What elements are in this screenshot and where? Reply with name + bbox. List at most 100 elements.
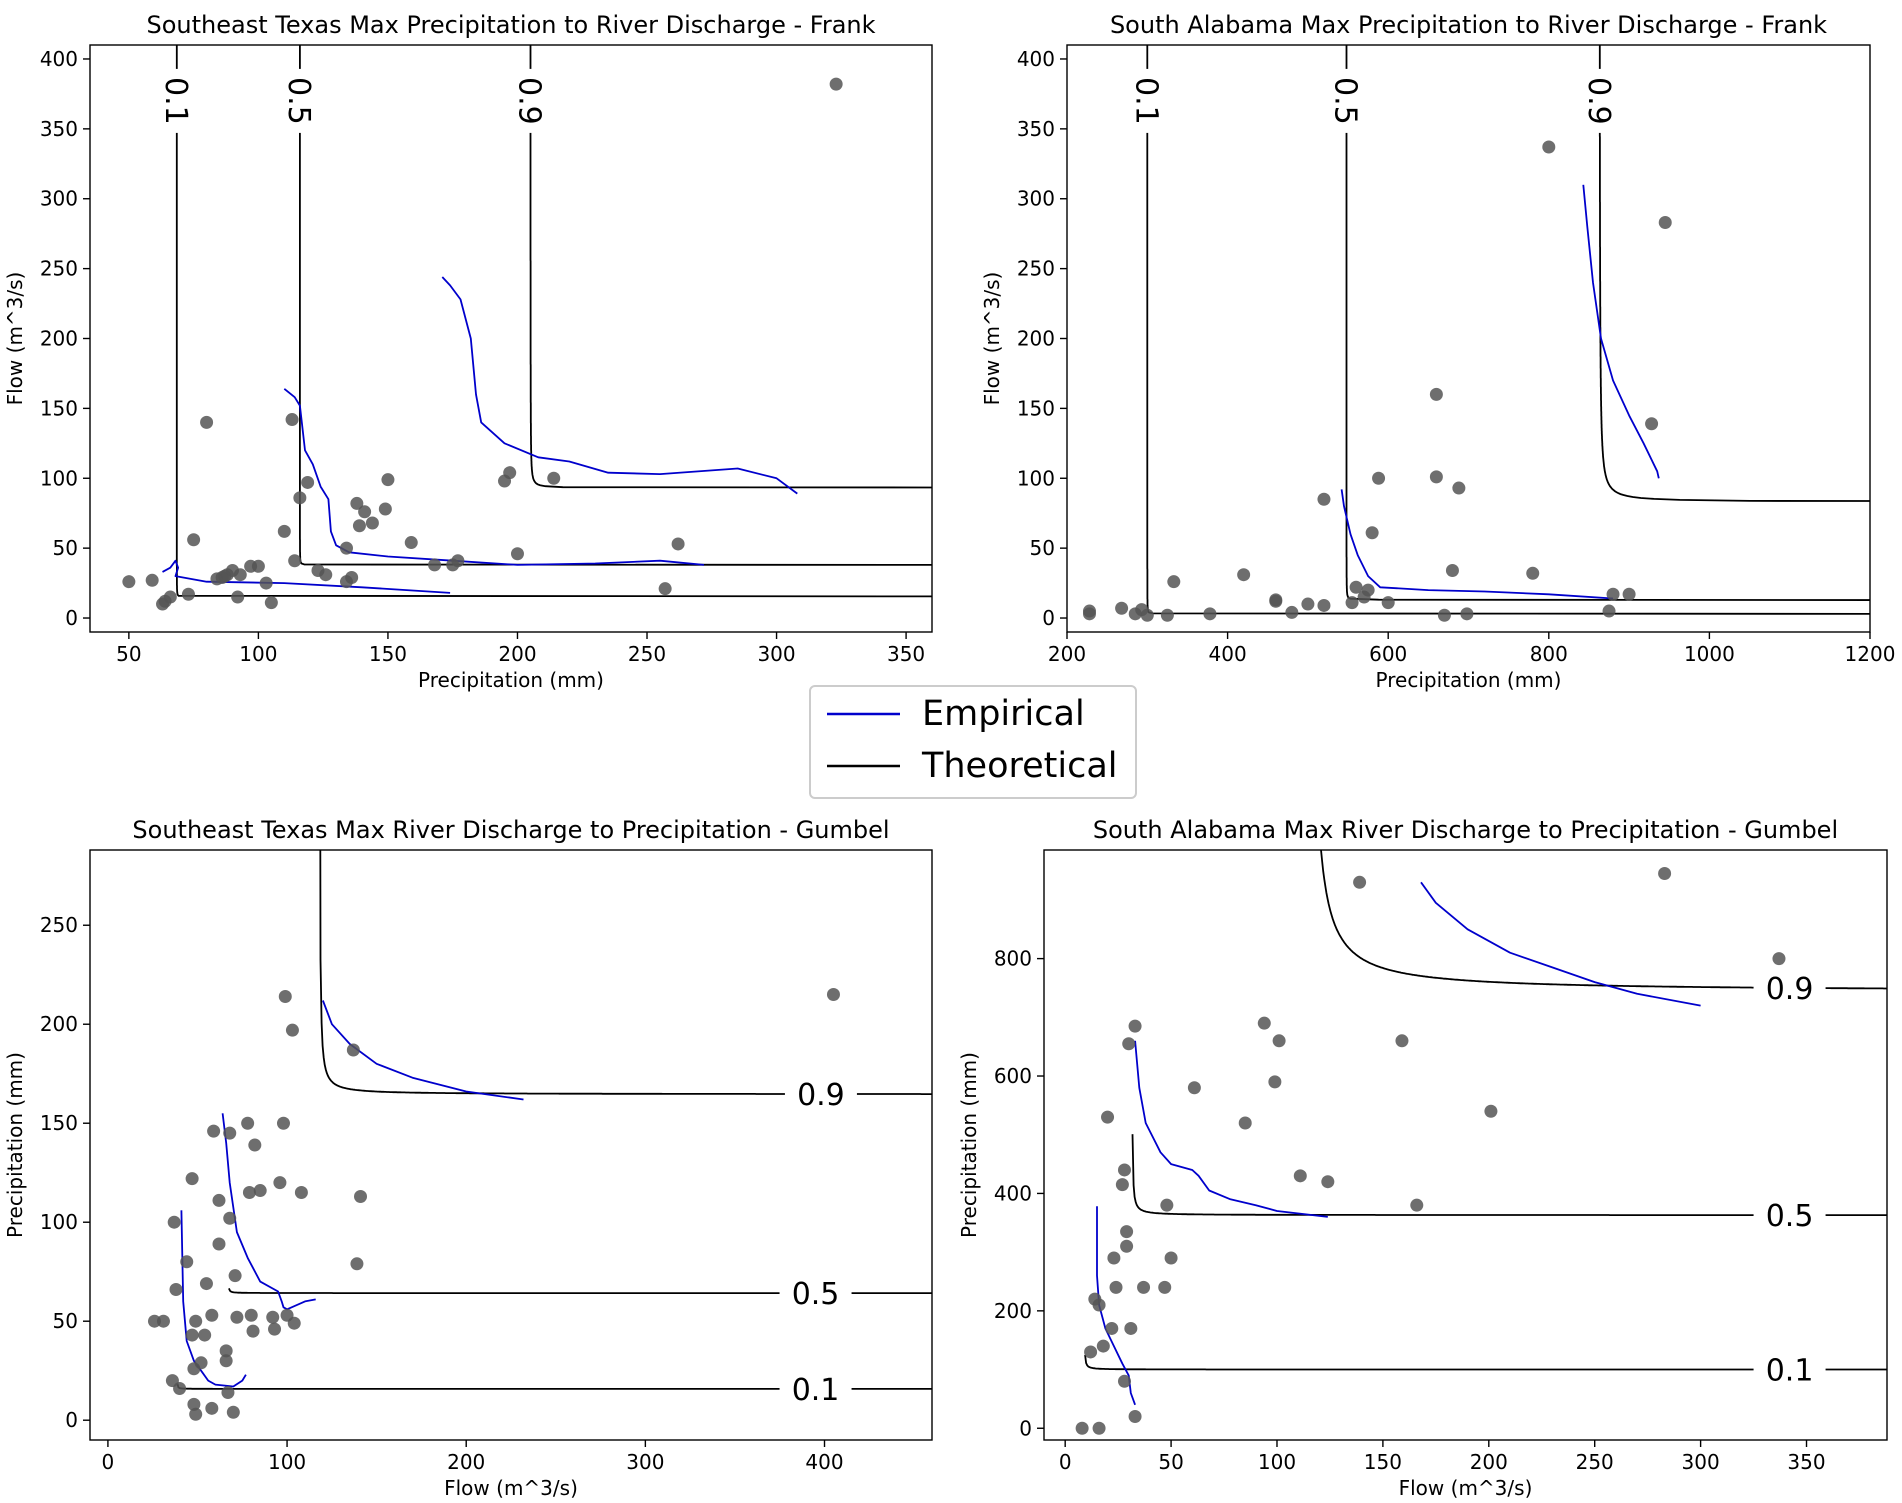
x-tick-label: 350 — [887, 642, 925, 666]
data-point — [189, 1314, 203, 1328]
contour-label-0.1: 0.1 — [158, 77, 193, 125]
data-point — [1128, 1019, 1142, 1033]
data-point — [1429, 470, 1443, 484]
data-point — [273, 1176, 287, 1190]
contour-label-bg — [1753, 971, 1826, 1004]
data-point — [350, 1257, 364, 1271]
data-point — [1084, 1345, 1098, 1359]
data-point — [242, 1186, 256, 1200]
data-point — [1167, 575, 1181, 589]
data-point — [365, 516, 379, 530]
data-point — [1361, 583, 1375, 597]
data-point — [1542, 140, 1556, 154]
data-point — [285, 413, 299, 427]
y-tick-label: 150 — [40, 396, 78, 420]
data-point — [1109, 1280, 1123, 1294]
data-point — [251, 559, 265, 573]
data-point — [1115, 601, 1129, 615]
x-tick-label: 200 — [1048, 642, 1086, 666]
data-point — [1272, 1034, 1286, 1048]
x-axis-label: Flow (m^3/s) — [444, 1476, 578, 1500]
data-point — [1124, 1321, 1138, 1335]
x-tick-label: 200 — [1470, 1450, 1508, 1474]
data-point — [1237, 568, 1251, 582]
y-tick-label: 600 — [994, 1064, 1032, 1088]
y-axis-label: Precipitation (mm) — [957, 1052, 981, 1238]
data-point — [163, 590, 177, 604]
empirical-curve-0.1 — [162, 559, 451, 594]
data-point — [352, 519, 366, 533]
data-point — [1164, 1251, 1178, 1265]
data-point — [278, 990, 292, 1004]
data-point — [1301, 597, 1315, 611]
data-point — [1484, 1104, 1498, 1118]
empirical-curve-0.1 — [180, 1210, 247, 1388]
data-point — [259, 576, 273, 590]
data-point — [346, 1043, 360, 1057]
y-tick-label: 250 — [40, 913, 78, 937]
y-axis-label: Flow (m^3/s) — [3, 272, 27, 406]
theoretical-curve-0.9 — [1320, 850, 1887, 990]
y-tick-label: 100 — [40, 1210, 78, 1234]
data-point — [264, 596, 278, 610]
y-tick-label: 400 — [40, 47, 78, 71]
legend: Empirical Theoretical — [809, 685, 1137, 799]
empirical-curve-0.1 — [1096, 1206, 1136, 1406]
y-tick-label: 800 — [994, 947, 1032, 971]
data-point — [1293, 1169, 1307, 1183]
data-point — [1321, 1175, 1335, 1189]
data-point — [319, 568, 333, 582]
x-tick-label: 250 — [1576, 1450, 1614, 1474]
data-point — [145, 573, 159, 587]
y-tick-label: 250 — [40, 257, 78, 281]
contour-label-bg — [779, 1372, 852, 1405]
data-point — [354, 1189, 368, 1203]
x-tick-label: 0 — [1059, 1450, 1072, 1474]
x-tick-label: 400 — [1209, 642, 1247, 666]
x-axis-label: Precipitation (mm) — [418, 668, 604, 692]
data-point — [189, 1407, 203, 1421]
plot-frame — [1043, 849, 1888, 1441]
empirical-curve-0.5 — [1134, 1040, 1328, 1218]
data-point — [1128, 1410, 1142, 1424]
theoretical-curve-0.5 — [1345, 45, 1870, 601]
x-axis-label: Precipitation (mm) — [1376, 668, 1562, 692]
data-point — [246, 1324, 260, 1338]
contour-label-bg — [1753, 1353, 1826, 1386]
data-point — [428, 558, 442, 572]
contour-label-bg — [779, 1277, 852, 1310]
data-point — [147, 1314, 161, 1328]
y-tick-label: 50 — [53, 536, 78, 560]
data-point — [205, 1401, 219, 1415]
data-point — [358, 505, 372, 519]
data-point — [1381, 596, 1395, 610]
contour-label-bg — [1585, 68, 1614, 133]
data-point — [829, 77, 843, 91]
y-tick-label: 350 — [40, 117, 78, 141]
y-tick-label: 0 — [65, 606, 78, 630]
plot-area: 0.1 0.5 0.9 — [122, 45, 932, 611]
data-point — [1410, 1198, 1424, 1212]
data-point — [1140, 608, 1154, 622]
data-point — [1526, 566, 1540, 580]
data-point — [503, 466, 517, 480]
data-point — [381, 473, 395, 487]
plot-area: 0.1 0.5 0.9 — [1082, 45, 1870, 622]
data-point — [1452, 481, 1466, 495]
x-tick-label: 300 — [626, 1450, 664, 1474]
data-point — [194, 1356, 208, 1370]
data-point — [1105, 1321, 1119, 1335]
y-tick-label: 300 — [40, 187, 78, 211]
plot-frame — [1066, 44, 1871, 633]
chart-panel-tx-frank: Southeast Texas Max Precipitation to Riv… — [3, 11, 933, 692]
data-point — [1365, 526, 1379, 540]
theoretical-curve-0.1 — [1084, 1354, 1887, 1371]
theoretical-curve-0.1 — [1146, 45, 1870, 615]
y-tick-label: 250 — [1017, 257, 1055, 281]
data-point — [1120, 1225, 1134, 1239]
x-tick-label: 400 — [805, 1450, 843, 1474]
data-point — [231, 590, 245, 604]
data-point — [1372, 471, 1386, 485]
data-point — [253, 1184, 267, 1198]
data-point — [181, 587, 195, 601]
